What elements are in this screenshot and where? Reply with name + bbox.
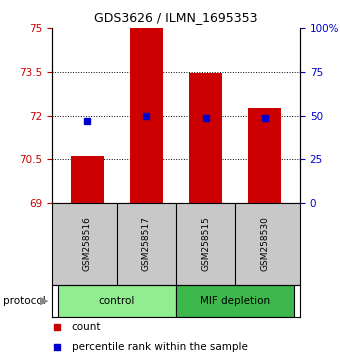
Bar	[71, 156, 104, 203]
Text: percentile rank within the sample: percentile rank within the sample	[72, 342, 248, 352]
Text: ▶: ▶	[40, 296, 49, 306]
Bar	[189, 73, 222, 203]
Text: GSM258517: GSM258517	[142, 217, 151, 272]
Text: GSM258515: GSM258515	[201, 217, 210, 272]
Text: control: control	[99, 296, 135, 306]
Text: count: count	[72, 322, 101, 332]
Bar	[176, 285, 294, 317]
Text: protocol: protocol	[3, 296, 46, 306]
Text: GSM258516: GSM258516	[83, 217, 92, 272]
Text: GSM258530: GSM258530	[260, 217, 269, 272]
Bar	[248, 108, 281, 203]
Title: GDS3626 / ILMN_1695353: GDS3626 / ILMN_1695353	[94, 11, 258, 24]
Bar	[130, 28, 163, 203]
Text: MIF depletion: MIF depletion	[200, 296, 270, 306]
Bar	[58, 285, 176, 317]
